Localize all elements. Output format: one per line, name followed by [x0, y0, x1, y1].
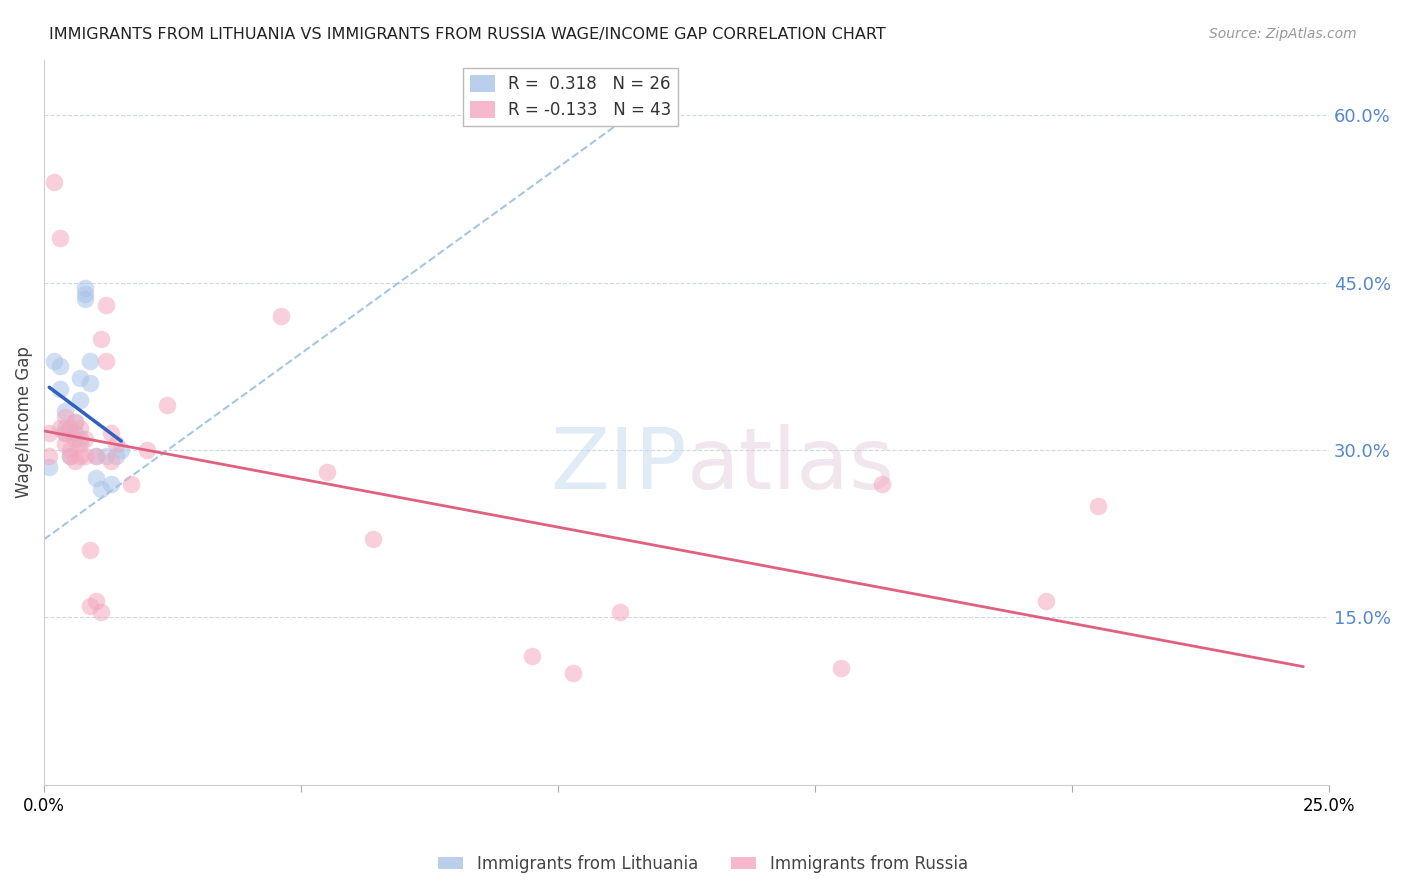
Point: [38, 449, 60, 463]
Text: ZIP: ZIP: [550, 425, 686, 508]
Point: [69, 392, 91, 407]
Point: [48, 421, 70, 435]
Point: [48, 231, 70, 245]
Point: [69, 449, 91, 463]
Point: [121, 476, 143, 491]
Point: [105, 437, 128, 451]
Point: [315, 466, 337, 480]
Point: [59, 449, 82, 463]
Point: [1035, 593, 1057, 607]
Point: [63, 454, 86, 468]
Point: [270, 309, 292, 323]
Point: [53, 437, 76, 451]
Point: [79, 354, 101, 368]
Point: [830, 660, 852, 674]
Point: [94, 449, 117, 463]
Y-axis label: Wage/Income Gap: Wage/Income Gap: [15, 346, 32, 498]
Point: [79, 376, 101, 391]
Point: [69, 432, 91, 446]
Legend: Immigrants from Lithuania, Immigrants from Russia: Immigrants from Lithuania, Immigrants fr…: [432, 848, 974, 880]
Point: [84, 449, 107, 463]
Point: [44, 354, 66, 368]
Point: [38, 459, 60, 474]
Point: [79, 543, 101, 558]
Text: Source: ZipAtlas.com: Source: ZipAtlas.com: [1209, 27, 1357, 41]
Point: [63, 415, 86, 429]
Point: [100, 426, 122, 441]
Point: [53, 421, 76, 435]
Point: [75, 432, 97, 446]
Point: [75, 449, 97, 463]
Point: [522, 649, 544, 664]
Point: [870, 476, 893, 491]
Point: [53, 404, 76, 418]
Point: [38, 426, 60, 441]
Point: [84, 449, 107, 463]
Point: [59, 443, 82, 458]
Point: [75, 293, 97, 307]
Point: [59, 421, 82, 435]
Point: [90, 482, 112, 496]
Point: [79, 599, 101, 614]
Point: [59, 421, 82, 435]
Point: [562, 666, 585, 681]
Point: [84, 593, 107, 607]
Point: [48, 359, 70, 374]
Text: IMMIGRANTS FROM LITHUANIA VS IMMIGRANTS FROM RUSSIA WAGE/INCOME GAP CORRELATION : IMMIGRANTS FROM LITHUANIA VS IMMIGRANTS …: [49, 27, 886, 42]
Point: [53, 426, 76, 441]
Point: [609, 605, 631, 619]
Point: [53, 426, 76, 441]
Point: [75, 286, 97, 301]
Legend: R =  0.318   N = 26, R = -0.133   N = 43: R = 0.318 N = 26, R = -0.133 N = 43: [464, 68, 678, 126]
Point: [59, 449, 82, 463]
Point: [90, 605, 112, 619]
Point: [94, 298, 117, 312]
Text: atlas: atlas: [686, 425, 894, 508]
Point: [1087, 499, 1109, 513]
Point: [100, 454, 122, 468]
Point: [48, 382, 70, 396]
Point: [69, 370, 91, 384]
Point: [100, 476, 122, 491]
Point: [110, 443, 132, 458]
Point: [63, 432, 86, 446]
Point: [44, 175, 66, 189]
Point: [156, 399, 179, 413]
Point: [90, 331, 112, 345]
Point: [105, 449, 128, 463]
Point: [135, 443, 157, 458]
Point: [63, 415, 86, 429]
Point: [69, 437, 91, 451]
Point: [84, 471, 107, 485]
Point: [69, 421, 91, 435]
Point: [361, 533, 384, 547]
Point: [53, 409, 76, 424]
Point: [94, 354, 117, 368]
Point: [75, 281, 97, 295]
Point: [63, 426, 86, 441]
